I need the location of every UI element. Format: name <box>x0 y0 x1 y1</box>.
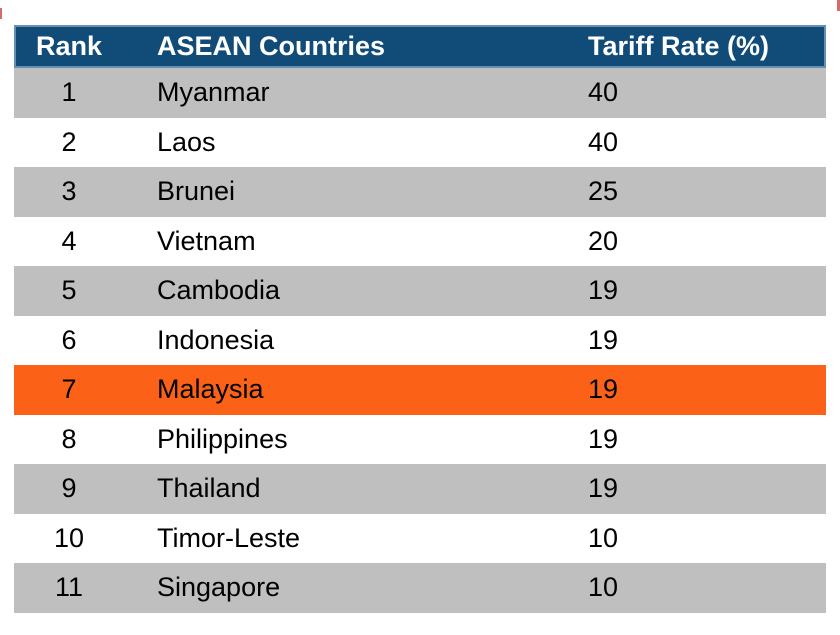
table-row: 2 Laos 40 <box>14 117 826 167</box>
column-header-tariff: Tariff Rate (%) <box>588 31 770 61</box>
rank-cell: 5 <box>61 275 77 306</box>
table-row: 9 Thailand 19 <box>14 464 826 514</box>
country-cell: Myanmar <box>157 77 270 108</box>
table-header-row: Rank ASEAN Countries Tariff Rate (%) <box>14 25 826 68</box>
tariff-cell: 10 <box>588 522 619 553</box>
rank-cell: 4 <box>61 225 77 256</box>
table-row: 10 Timor-Leste 10 <box>14 513 826 563</box>
tariff-cell: 20 <box>588 225 619 256</box>
rank-cell: 2 <box>61 126 77 157</box>
table-row: 3 Brunei 25 <box>14 167 826 217</box>
table-row: 4 Vietnam 20 <box>14 216 826 266</box>
table-row: 5 Cambodia 19 <box>14 266 826 316</box>
column-header-countries: ASEAN Countries <box>157 31 386 61</box>
tariff-cell: 40 <box>588 126 619 157</box>
rank-cell: 7 <box>61 374 77 405</box>
country-cell: Timor-Leste <box>157 522 301 553</box>
red-edge-mark-right <box>837 0 840 11</box>
red-edge-mark-left <box>0 8 2 19</box>
tariff-cell: 19 <box>588 374 619 405</box>
rank-cell: 6 <box>61 324 77 355</box>
country-cell: Laos <box>157 126 216 157</box>
rank-cell: 1 <box>61 77 77 108</box>
country-cell: Indonesia <box>157 324 275 355</box>
country-cell: Cambodia <box>157 275 281 306</box>
tariff-cell: 19 <box>588 324 619 355</box>
rank-cell: 3 <box>61 176 77 207</box>
rank-cell: 11 <box>54 572 84 603</box>
country-cell: Malaysia <box>157 374 264 405</box>
tariff-cell: 25 <box>588 176 619 207</box>
table-row: 8 Philippines 19 <box>14 414 826 464</box>
country-cell: Singapore <box>157 572 281 603</box>
tariff-cell: 19 <box>588 423 619 454</box>
country-cell: Thailand <box>157 473 261 504</box>
column-header-rank: Rank <box>35 31 103 61</box>
rank-cell: 10 <box>53 522 85 553</box>
country-cell: Philippines <box>157 423 288 454</box>
rank-cell: 9 <box>61 473 77 504</box>
tariff-cell: 10 <box>588 572 619 603</box>
tariff-cell: 19 <box>588 275 619 306</box>
rank-cell: 8 <box>61 423 77 454</box>
tariff-cell: 19 <box>588 473 619 504</box>
country-cell: Vietnam <box>157 225 256 256</box>
table-row: 1 Myanmar 40 <box>14 68 826 118</box>
tariff-cell: 40 <box>588 77 619 108</box>
table-row-highlighted-malaysia: 7 Malaysia 19 <box>14 365 826 415</box>
table-row: 6 Indonesia 19 <box>14 315 826 365</box>
table-row: 11 Singapore 10 <box>14 563 826 613</box>
asean-tariff-table: Rank ASEAN Countries Tariff Rate (%) 1 M… <box>14 25 826 613</box>
country-cell: Brunei <box>157 176 236 207</box>
